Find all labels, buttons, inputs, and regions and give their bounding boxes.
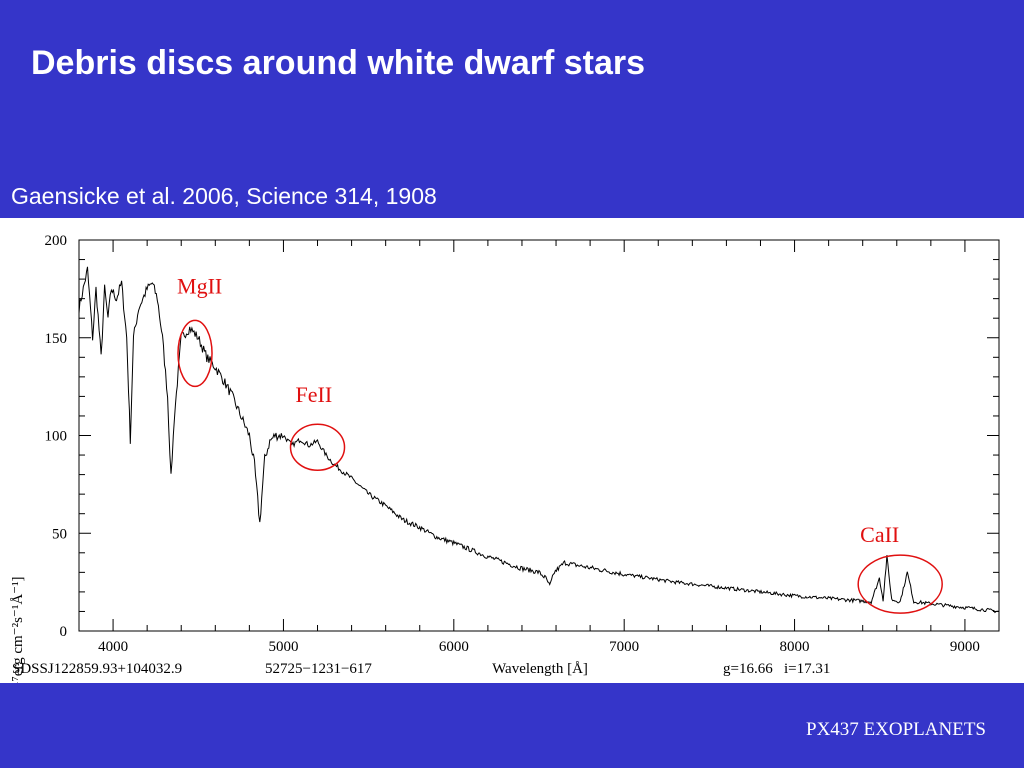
magnitudes: g=16.66 i=17.31	[723, 661, 830, 677]
annotation-ellipse-caii	[857, 554, 943, 614]
annotation-ellipse-mgii	[177, 319, 213, 388]
y-tick-label: 100	[45, 429, 68, 445]
x-tick-label: 5000	[268, 639, 298, 655]
x-tick-label: 4000	[98, 639, 128, 655]
x-tick-label: 9000	[950, 639, 980, 655]
x-tick-label: 6000	[439, 639, 469, 655]
y-tick-label: 200	[45, 233, 68, 249]
annotation-ellipse-feii	[289, 423, 346, 471]
annotation-label-caii: CaII	[860, 522, 899, 547]
footer-label: PX437 EXOPLANETS	[806, 719, 986, 740]
axis-tick-labels: 4000 5000 6000 7000 8000 9000 0 50 100 150 200	[45, 233, 980, 655]
y-tick-label: 0	[60, 624, 68, 640]
slide-title: Debris discs around white dwarf stars	[31, 44, 646, 82]
x-axis-label: Wavelength [Å]	[492, 661, 588, 677]
citation: Gaensicke et al. 2006, Science 314, 1908	[11, 183, 437, 209]
annotation-label-feii: FeII	[296, 382, 333, 407]
spectrum-chart: 4000 5000 6000 7000 8000 9000 0 50 100 150 200 MgI…	[10, 233, 1000, 730]
object-name: SDSSJ122859.93+104032.9	[12, 661, 182, 677]
x-tick-label: 7000	[609, 639, 639, 655]
spectrum-line	[78, 266, 1000, 614]
y-tick-label: 150	[45, 331, 68, 347]
line-annotations: MgII FeII CaII	[177, 273, 943, 614]
axis-ticks	[78, 239, 1000, 632]
spectrum-figure: 4000 5000 6000 7000 8000 9000 0 50 100 150 200 MgI…	[0, 218, 1024, 730]
y-tick-label: 50	[52, 526, 67, 542]
spectrum-id: 52725−1231−617	[265, 661, 372, 677]
x-tick-label: 8000	[780, 639, 810, 655]
annotation-label-mgii: MgII	[177, 273, 222, 298]
